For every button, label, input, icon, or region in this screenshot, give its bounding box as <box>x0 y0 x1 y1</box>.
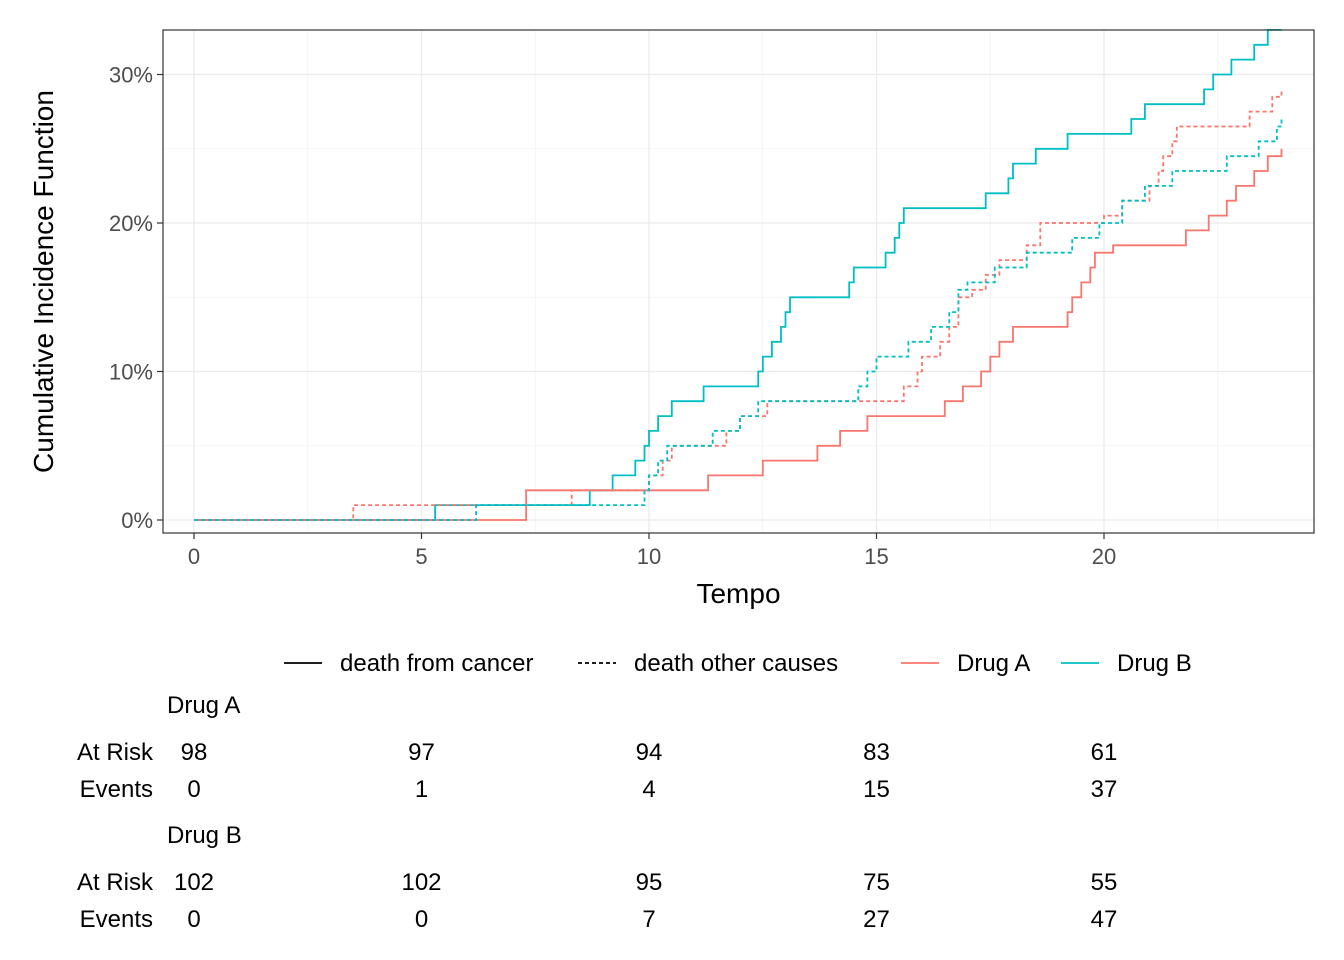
series-layer <box>194 29 1283 521</box>
risk-cell: 95 <box>636 869 663 896</box>
axis-ticks: 0 5 10 15 20 0% 10% 20% 30% <box>109 63 1116 570</box>
risk-cell: 0 <box>415 906 428 933</box>
risk-cell: 0 <box>187 906 200 933</box>
x-tick-label: 15 <box>864 544 888 569</box>
x-tick-label: 10 <box>637 544 661 569</box>
panel-border <box>162 29 1315 534</box>
y-tick-label: 0% <box>121 508 153 533</box>
y-tick-label: 10% <box>109 360 153 385</box>
risk-row-label: At Risk <box>77 869 154 896</box>
legend-label: death from cancer <box>340 650 533 677</box>
risk-cell: 4 <box>642 776 655 803</box>
legend: death from cancer death other causes Drug … <box>284 650 1192 677</box>
legend-item-death-from-cancer: death from cancer <box>284 650 533 677</box>
risk-row-label: Events <box>80 776 153 803</box>
risk-cell: 102 <box>174 869 214 896</box>
risk-cell: 94 <box>636 739 663 766</box>
risk-cell: 47 <box>1091 906 1118 933</box>
risk-cell: 98 <box>181 739 208 766</box>
series-line-drug-b-death-other-causes <box>194 119 1283 521</box>
risk-cell: 1 <box>415 776 428 803</box>
risk-row-label: Events <box>80 906 153 933</box>
series-line-drug-a-death-other-causes <box>194 89 1283 521</box>
risk-cell: 0 <box>187 776 200 803</box>
series-line-drug-a-death-from-cancer <box>194 148 1283 521</box>
legend-item-death-other-causes: death other causes <box>578 650 838 677</box>
risk-cell: 55 <box>1091 869 1118 896</box>
legend-label: death other causes <box>634 650 838 677</box>
risk-row-label: At Risk <box>77 739 154 766</box>
series-line-drug-b-death-from-cancer <box>194 29 1282 521</box>
legend-label: Drug A <box>957 650 1030 677</box>
risk-cell: 75 <box>863 869 890 896</box>
risk-group-drug-a: Drug A At Risk 98 97 94 83 61 Events 0 1 4 15 37 <box>77 692 1117 803</box>
risk-cell: 61 <box>1091 739 1118 766</box>
x-tick-label: 20 <box>1092 544 1116 569</box>
risk-cell: 83 <box>863 739 890 766</box>
risk-cell: 27 <box>863 906 890 933</box>
risk-cell: 97 <box>408 739 435 766</box>
risk-cell: 7 <box>642 906 655 933</box>
legend-item-drug-b: Drug B <box>1061 650 1192 677</box>
risk-group-title: Drug B <box>167 822 242 849</box>
risk-group-title: Drug A <box>167 692 240 719</box>
x-axis-title: Tempo <box>696 578 780 609</box>
legend-label: Drug B <box>1117 650 1192 677</box>
risk-group-drug-b: Drug B At Risk 102 102 95 75 55 Events 0 0 7 27 47 <box>77 822 1117 933</box>
x-tick-label: 5 <box>415 544 427 569</box>
y-tick-label: 20% <box>109 211 153 236</box>
risk-cell: 102 <box>401 869 441 896</box>
grid <box>163 30 1314 533</box>
risk-cell: 15 <box>863 776 890 803</box>
legend-item-drug-a: Drug A <box>901 650 1030 677</box>
risk-cell: 37 <box>1091 776 1118 803</box>
y-tick-label: 30% <box>109 63 153 88</box>
y-axis-title: Cumulative Incidence Function <box>28 90 59 473</box>
x-tick-label: 0 <box>188 544 200 569</box>
